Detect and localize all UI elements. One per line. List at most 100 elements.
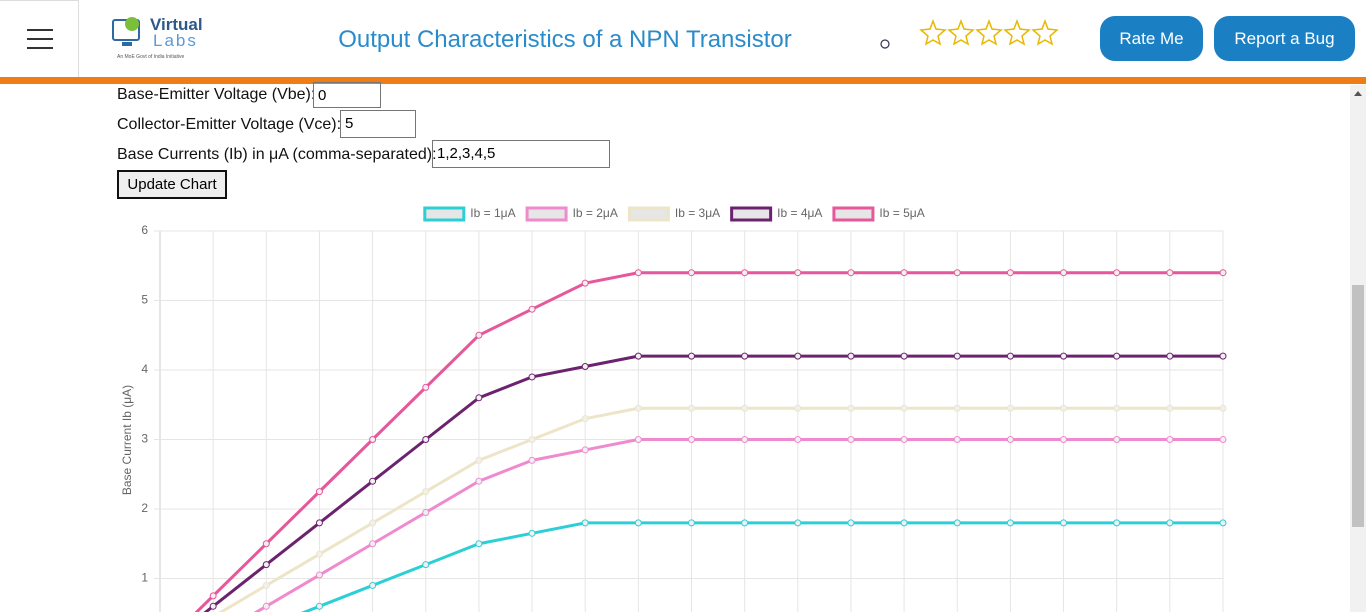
rating-stars[interactable] (918, 18, 1062, 48)
y-tick-label: 6 (141, 223, 148, 237)
data-point (315, 602, 323, 610)
data-point (953, 436, 961, 443)
data-point (528, 456, 536, 464)
legend-label: Ib = 3μA (675, 206, 720, 220)
data-point (528, 529, 536, 537)
data-point (1219, 404, 1227, 412)
data-point (262, 540, 270, 548)
legend-swatch (730, 206, 773, 222)
data-point (741, 352, 749, 360)
y-tick-label: 5 (141, 293, 148, 307)
icon (880, 39, 890, 49)
data-point (209, 592, 217, 600)
data-point (1006, 404, 1014, 412)
data-point (953, 269, 961, 277)
field-label: Collector-Emitter Voltage (Vce): (117, 116, 342, 133)
logo-tagline: An MoE Govt of India Initiative (117, 54, 185, 60)
data-point (369, 581, 377, 589)
data-point (634, 436, 642, 443)
data-point (1219, 352, 1227, 360)
report-bug-button[interactable]: Report a Bug (1214, 16, 1355, 61)
data-point (262, 602, 270, 610)
page-title: Output Characteristics of a NPN Transist… (338, 26, 792, 53)
data-point (741, 404, 749, 412)
y-tick-label: 2 (141, 501, 148, 515)
data-point (688, 436, 695, 443)
field-label: Base-Emitter Voltage (Vbe): (117, 86, 316, 103)
data-point (422, 383, 430, 391)
data-point (1060, 436, 1068, 443)
data-point (741, 436, 749, 443)
data-point (1166, 436, 1174, 443)
data-point (315, 488, 323, 496)
data-point (581, 415, 589, 423)
data-point (369, 540, 377, 548)
y-tick-label: 1 (141, 571, 148, 585)
data-point (1166, 519, 1174, 527)
data-point (581, 363, 589, 371)
data-point (1219, 519, 1227, 527)
data-point (900, 519, 908, 527)
data-point (1006, 519, 1014, 527)
legend: Ib = 1μA Ib = 2μA Ib = 3μA Ib = 4μA Ib = 5μA (423, 206, 925, 222)
data-point (422, 561, 430, 569)
data-point (262, 561, 270, 569)
data-point (422, 508, 430, 516)
legend-label: Ib = 2μA (573, 206, 618, 220)
legend-swatch (525, 206, 568, 222)
data-point (688, 519, 695, 527)
data-point (1113, 269, 1121, 277)
data-point (1060, 519, 1068, 527)
data-point (528, 436, 536, 443)
logo-text: Virtual (150, 15, 203, 34)
legend-label: Ib = 4μA (777, 206, 822, 220)
data-point (1113, 519, 1121, 527)
data-point (900, 436, 908, 443)
logo-text: Labs (153, 31, 198, 50)
rate-button[interactable]: Rate Me (1100, 16, 1203, 61)
data-point (475, 331, 483, 339)
vbe-input[interactable]: 0 (313, 82, 381, 108)
data-point (847, 269, 855, 277)
data-point (794, 404, 802, 412)
scrollbar[interactable] (1350, 85, 1366, 612)
data-point (1166, 269, 1174, 277)
data-point (581, 519, 589, 527)
ib-input[interactable]: 1,2,3,4,5 (432, 140, 610, 168)
data-point (581, 279, 589, 287)
data-point (1166, 352, 1174, 360)
header-bar (0, 77, 1366, 84)
data-point (528, 373, 536, 381)
data-point (900, 269, 908, 277)
vce-input[interactable]: 5 (340, 110, 416, 138)
data-point (1219, 269, 1227, 277)
data-point (209, 602, 217, 610)
data-point (369, 436, 377, 443)
data-point (315, 571, 323, 579)
data-point (1006, 436, 1014, 443)
data-point (634, 352, 642, 360)
data-point (634, 269, 642, 277)
y-tick-label: 3 (141, 432, 148, 446)
legend-swatch (423, 206, 466, 222)
data-point (475, 456, 483, 464)
update-button[interactable]: Update Chart (117, 170, 227, 199)
data-point (688, 269, 695, 277)
legend-swatch (832, 206, 875, 222)
data-point (475, 394, 483, 402)
data-point (1113, 352, 1121, 360)
y-tick-label: 4 (141, 362, 148, 376)
legend-label: Ib = 1μA (470, 206, 515, 220)
data-point (900, 352, 908, 360)
data-point (953, 404, 961, 412)
data-point (1060, 269, 1068, 277)
data-point (1060, 352, 1068, 360)
data-point (369, 477, 377, 485)
legend-swatch (627, 206, 670, 222)
data-point (847, 436, 855, 443)
data-point (847, 352, 855, 360)
data-point (1006, 269, 1014, 277)
data-point (634, 404, 642, 412)
data-point (1219, 436, 1227, 443)
